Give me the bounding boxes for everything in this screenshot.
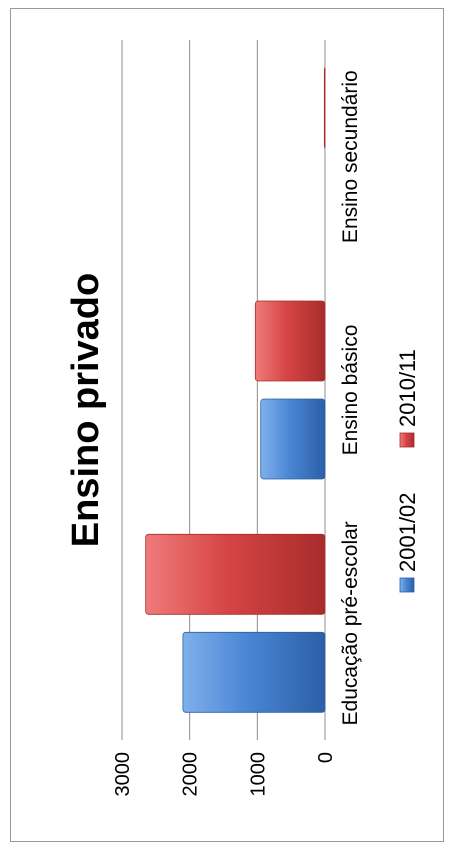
y-tick-label: 1000 <box>247 752 269 797</box>
legend-label-2001-02: 2001/02 <box>395 492 420 572</box>
bar-2001-02-1 <box>260 398 326 480</box>
legend-swatch-2010-11 <box>399 432 415 448</box>
bar-2010-11-2 <box>323 67 326 149</box>
category-label: Educação pré-escolar <box>339 521 362 725</box>
gridlines <box>121 40 326 740</box>
y-tick-label: 3000 <box>112 752 134 797</box>
bar-2001-02-0 <box>182 631 326 713</box>
chart-title: Ensino privado <box>65 273 107 547</box>
y-axis-ticks: 0 1000 2000 3000 <box>112 752 337 797</box>
bar-2010-11-0 <box>145 533 326 615</box>
legend: 2001/02 2010/11 <box>395 349 420 593</box>
bars <box>145 67 326 713</box>
category-label: Ensino básico <box>339 325 362 456</box>
bar-2010-11-1 <box>254 300 326 382</box>
legend-label-2010-11: 2010/11 <box>395 349 420 427</box>
x-axis-categories: Educação pré-escolar Ensino básico Ensino … <box>339 70 362 725</box>
y-tick-label: 0 <box>315 752 337 763</box>
legend-swatch-2001-02 <box>399 577 415 593</box>
category-label: Ensino secundário <box>339 70 362 243</box>
y-tick-label: 2000 <box>180 752 202 797</box>
